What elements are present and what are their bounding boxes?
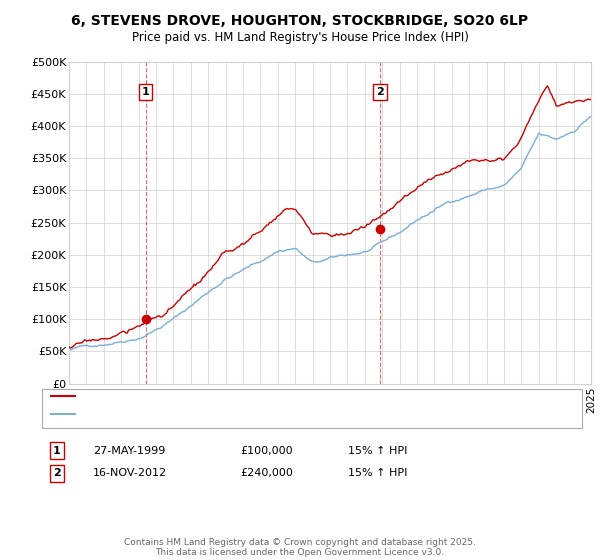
Text: Price paid vs. HM Land Registry's House Price Index (HPI): Price paid vs. HM Land Registry's House … <box>131 31 469 44</box>
Text: 2: 2 <box>376 87 384 97</box>
Text: 16-NOV-2012: 16-NOV-2012 <box>93 468 167 478</box>
Text: 1: 1 <box>142 87 149 97</box>
Text: 15% ↑ HPI: 15% ↑ HPI <box>348 468 407 478</box>
Text: Contains HM Land Registry data © Crown copyright and database right 2025.
This d: Contains HM Land Registry data © Crown c… <box>124 538 476 557</box>
Text: 6, STEVENS DROVE, HOUGHTON, STOCKBRIDGE, SO20 6LP: 6, STEVENS DROVE, HOUGHTON, STOCKBRIDGE,… <box>71 14 529 28</box>
Text: 1: 1 <box>53 446 61 456</box>
Text: £240,000: £240,000 <box>240 468 293 478</box>
Text: 27-MAY-1999: 27-MAY-1999 <box>93 446 166 456</box>
Text: 2: 2 <box>53 468 61 478</box>
Text: £100,000: £100,000 <box>240 446 293 456</box>
Text: 15% ↑ HPI: 15% ↑ HPI <box>348 446 407 456</box>
Text: 6, STEVENS DROVE, HOUGHTON, STOCKBRIDGE, SO20 6LP (semi-detached house): 6, STEVENS DROVE, HOUGHTON, STOCKBRIDGE,… <box>81 391 542 402</box>
Text: HPI: Average price, semi-detached house, Test Valley: HPI: Average price, semi-detached house,… <box>81 409 377 419</box>
